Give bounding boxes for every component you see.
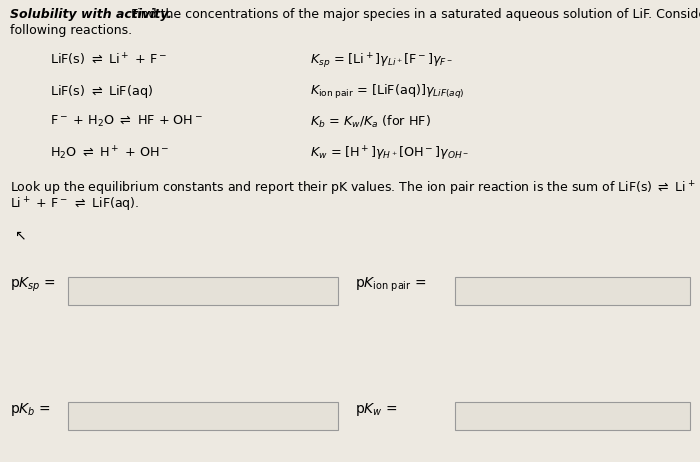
Text: p$K_w$ =: p$K_w$ =	[355, 401, 398, 419]
FancyBboxPatch shape	[455, 402, 690, 430]
Text: H$_2$O $\rightleftharpoons$ H$^+$ + OH$^-$: H$_2$O $\rightleftharpoons$ H$^+$ + OH$^…	[50, 145, 169, 163]
Text: following reactions.: following reactions.	[10, 24, 132, 37]
Text: $K_{sp}$ = [Li$^+$]$\gamma_{Li^+}$[F$^-$]$\gamma_{F^-}$: $K_{sp}$ = [Li$^+$]$\gamma_{Li^+}$[F$^-$…	[310, 52, 454, 71]
Text: $K_w$ = [H$^+$]$\gamma_{H^+}$[OH$^-$]$\gamma_{OH^-}$: $K_w$ = [H$^+$]$\gamma_{H^+}$[OH$^-$]$\g…	[310, 145, 469, 163]
Text: ↖: ↖	[14, 228, 26, 242]
Text: Solubility with activity.: Solubility with activity.	[10, 8, 172, 21]
Text: Look up the equilibrium constants and report their pK values. The ion pair react: Look up the equilibrium constants and re…	[10, 180, 700, 198]
Text: $K_b$ = $K_w$/$K_a$ (for HF): $K_b$ = $K_w$/$K_a$ (for HF)	[310, 114, 431, 130]
FancyBboxPatch shape	[68, 277, 338, 305]
Text: Li$^+$ + F$^-$ $\rightleftharpoons$ LiF(aq).: Li$^+$ + F$^-$ $\rightleftharpoons$ LiF(…	[10, 196, 139, 214]
Text: F$^-$ + H$_2$O $\rightleftharpoons$ HF + OH$^-$: F$^-$ + H$_2$O $\rightleftharpoons$ HF +…	[50, 114, 203, 129]
Text: p$K_{sp}$ =: p$K_{sp}$ =	[10, 276, 56, 294]
Text: p$K_{\mathrm{ion\ pair}}$ =: p$K_{\mathrm{ion\ pair}}$ =	[355, 276, 426, 294]
Text: LiF(s) $\rightleftharpoons$ Li$^+$ + F$^-$: LiF(s) $\rightleftharpoons$ Li$^+$ + F$^…	[50, 52, 167, 68]
Text: Find the concentrations of the major species in a saturated aqueous solution of : Find the concentrations of the major spe…	[127, 8, 700, 21]
FancyBboxPatch shape	[455, 277, 690, 305]
Text: p$K_b$ =: p$K_b$ =	[10, 401, 51, 419]
Text: $K_{\mathrm{ion\ pair}}$ = [LiF(aq)]$\gamma_{LiF(aq)}$: $K_{\mathrm{ion\ pair}}$ = [LiF(aq)]$\ga…	[310, 83, 465, 101]
Text: LiF(s) $\rightleftharpoons$ LiF(aq): LiF(s) $\rightleftharpoons$ LiF(aq)	[50, 83, 153, 100]
FancyBboxPatch shape	[68, 402, 338, 430]
